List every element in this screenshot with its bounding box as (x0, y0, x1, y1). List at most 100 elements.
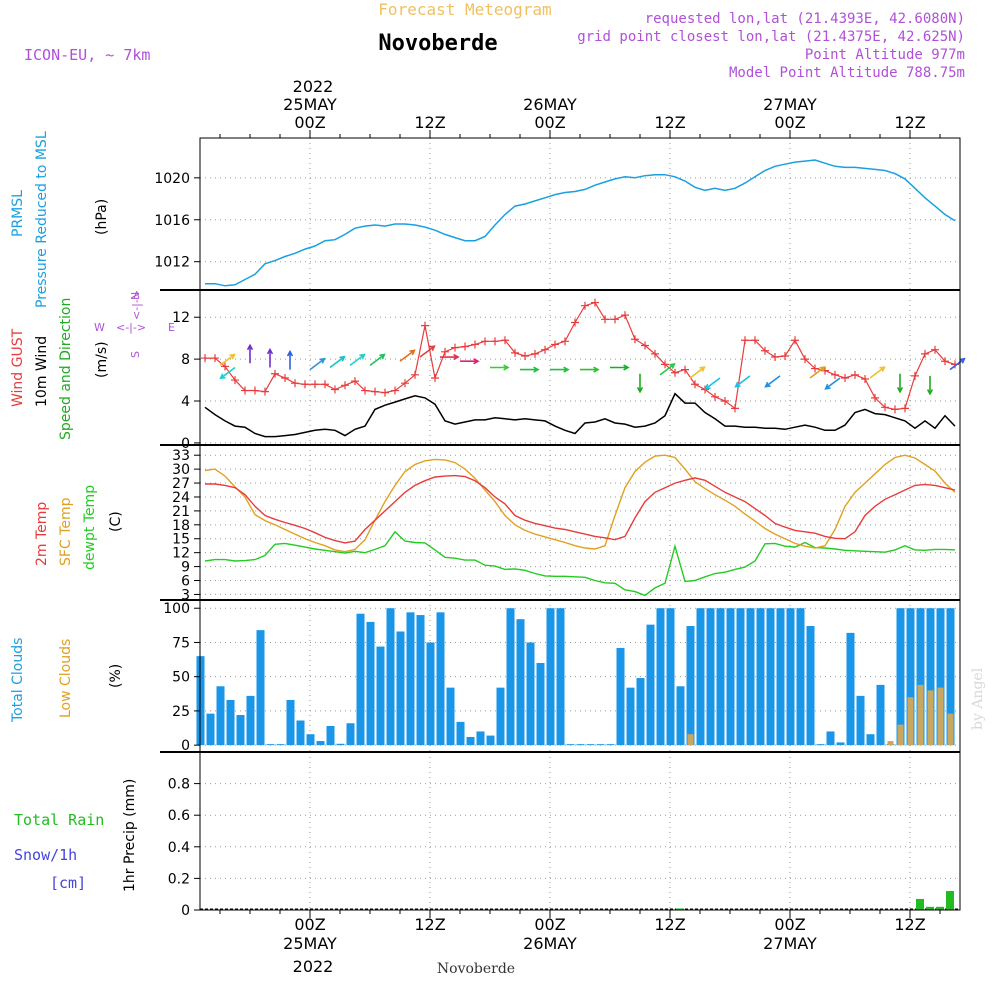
bottom-day-label: 25MAY (283, 934, 337, 953)
wind-direction-arrow (689, 366, 706, 379)
total-cloud-bar (806, 626, 815, 746)
total-cloud-bar (666, 608, 675, 746)
point-altitude: Point Altitude 977m (805, 47, 965, 63)
total-clouds-label: Total Clouds (10, 638, 26, 723)
gust-marker (451, 343, 459, 352)
total-cloud-bar (756, 608, 765, 746)
y-tick-label: 18 (172, 518, 190, 534)
total-cloud-bar (916, 608, 925, 746)
total-cloud-bar (456, 721, 465, 746)
total-cloud-bar (206, 713, 215, 746)
gust-marker (711, 392, 719, 401)
dewpt-label: dewpt Temp (82, 485, 98, 570)
model-altitude: Model Point Altitude 788.75m (729, 65, 965, 81)
total-cloud-bar (466, 736, 475, 746)
y-tick-label: 33 (172, 448, 190, 464)
footer-location: Novoberde (437, 961, 515, 977)
low-cloud-bar (937, 687, 944, 746)
gust-label: Wind GUST (10, 328, 26, 407)
y-tick-label: 30 (172, 462, 190, 478)
low-clouds-label: Low Clouds (58, 639, 74, 718)
gust-marker (491, 337, 499, 346)
total-cloud-bar (556, 608, 565, 746)
gust-marker (561, 337, 569, 346)
wind-direction-arrow (809, 366, 826, 379)
gust-marker (871, 393, 879, 402)
gust-marker (401, 379, 409, 388)
compass-ew: <-|-> (116, 321, 146, 334)
gust-marker (851, 370, 859, 379)
gust-marker (241, 386, 249, 395)
precip-labels: Total Rain Snow/1h [cm] 1hr Precip (mm) (14, 779, 138, 892)
gust-marker (681, 365, 689, 374)
total-cloud-bar (746, 608, 755, 746)
total-cloud-bar (686, 626, 695, 746)
snow-label: Snow/1h (14, 846, 77, 864)
top-hour-label: 00Z (774, 113, 805, 132)
total-cloud-bar (846, 632, 855, 746)
y-tick-label: 0 (181, 903, 190, 919)
bottom-hour-label: 00Z (294, 915, 325, 934)
total-cloud-bar (816, 744, 825, 746)
total-cloud-bar (476, 731, 485, 746)
cloud-labels: Total Clouds Low Clouds (%) (10, 638, 124, 723)
t2m-label: 2m Temp (34, 502, 50, 566)
model-name: ICON-EU, ~ 7km (24, 46, 150, 64)
total-cloud-bar (216, 686, 225, 746)
gust-marker (911, 371, 919, 380)
total-cloud-bar (726, 608, 735, 746)
compass-icon: <-|-> N S <-|-> W E (94, 290, 175, 358)
gust-marker (261, 387, 269, 396)
wind-direction-arrow (309, 357, 326, 371)
temp-labels: 2m Temp SFC Temp dewpt Temp (C) (34, 485, 124, 570)
gust-marker (371, 387, 379, 396)
total-cloud-bar (436, 612, 445, 746)
gust-marker (631, 335, 639, 344)
gust-marker (921, 349, 929, 358)
y-tick-label: 15 (172, 532, 190, 548)
total-cloud-bar (636, 678, 645, 746)
gust-marker (731, 404, 739, 413)
gust-marker (671, 368, 679, 377)
y-tick-label: 12 (172, 310, 190, 326)
axis-layer: 1012101610200481236912151821242730330255… (154, 95, 941, 953)
y-tick-label: 25 (172, 704, 190, 720)
compass-w: W (94, 321, 105, 334)
wind-direction-arrow (490, 364, 510, 371)
wind-direction-arrow (440, 353, 460, 361)
gust-marker (501, 336, 509, 345)
total-cloud-bar (776, 608, 785, 746)
gust-marker (351, 377, 359, 386)
gust-marker (761, 346, 769, 355)
total-cloud-bar (826, 731, 835, 746)
y-tick-label: 8 (181, 352, 190, 368)
gust-marker (901, 404, 909, 413)
cloud-unit: (%) (108, 664, 124, 688)
pressure-label-name: PRMSL (10, 190, 26, 237)
total-cloud-bar (866, 734, 875, 746)
rain-bar (946, 891, 954, 910)
gust-marker (281, 373, 289, 382)
gust-marker (651, 349, 659, 358)
total-cloud-bar (506, 608, 515, 746)
gust-marker (611, 315, 619, 324)
total-cloud-bar (676, 686, 685, 746)
precip-unit: 1hr Precip (mm) (122, 779, 138, 892)
wind-dir-label: Speed and Direction (58, 298, 74, 440)
bottom-year: 2022 (293, 957, 334, 976)
total-cloud-bar (926, 608, 935, 746)
pressure-unit: (hPa) (94, 199, 110, 235)
y-tick-label: 1012 (154, 255, 190, 271)
total-cloud-bar (766, 608, 775, 746)
low-cloud-bar (907, 697, 914, 746)
gust-marker (591, 298, 599, 307)
gust-marker (211, 354, 219, 363)
compass-e: E (168, 321, 175, 334)
total-cloud-bar (486, 735, 495, 746)
gust-marker (781, 351, 789, 360)
gust-marker (741, 336, 749, 345)
gust-marker (421, 321, 429, 330)
rain-label: Total Rain (14, 811, 104, 829)
gust-marker (511, 348, 519, 357)
gridpoint-coords: grid point closest lon,lat (21.4375E, 42… (577, 29, 965, 45)
